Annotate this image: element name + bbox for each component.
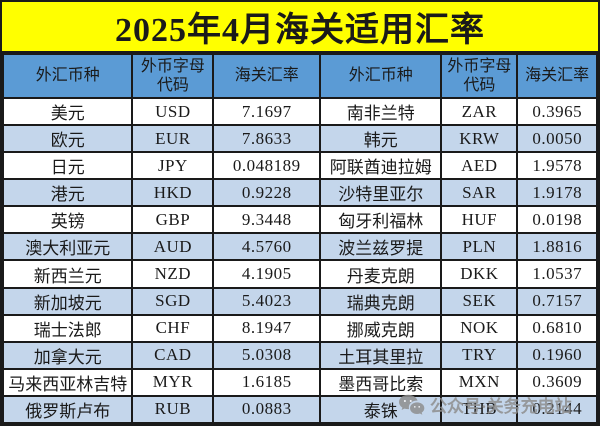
rate-cell: 7.1697: [212, 96, 322, 127]
rate-cell: 7.8633: [212, 124, 322, 154]
currency-cell: 新西兰元: [2, 259, 134, 289]
code-cell: EUR: [131, 124, 215, 154]
exchange-rate-table: 外汇币种 外币字母代码 海关汇率 外汇币种 外币字母代码 海关汇率 美元 USD 7…: [2, 53, 598, 424]
table-row: 加拿大元 CAD 5.0308 土耳其里拉 TRY 0.1960: [2, 340, 598, 370]
code-cell: DKK: [440, 259, 519, 289]
code-cell: SEK: [440, 286, 519, 316]
code-cell: SGD: [131, 286, 215, 316]
currency-cell: 欧元: [2, 124, 134, 154]
currency-cell: 挪威克朗: [319, 313, 443, 343]
col-header-rate-right: 海关汇率: [516, 53, 598, 99]
currency-cell: 南非兰特: [319, 96, 443, 127]
rate-cell: 0.3609: [516, 367, 598, 397]
rate-cell: 1.8816: [516, 232, 598, 262]
code-cell: HKD: [131, 178, 215, 208]
currency-cell: 港元: [2, 178, 134, 208]
code-cell: AED: [440, 151, 519, 181]
currency-cell: 匈牙利福林: [319, 205, 443, 235]
table-row: 欧元 EUR 7.8633 韩元 KRW 0.0050: [2, 124, 598, 154]
table-row: 俄罗斯卢布 RUB 0.0883 泰铢 THB 0.2144: [2, 394, 598, 424]
code-cell: MYR: [131, 367, 215, 397]
code-cell: CHF: [131, 313, 215, 343]
page-title: 2025年4月海关适用汇率: [2, 2, 598, 53]
rate-cell: 0.3965: [516, 96, 598, 127]
rate-cell: 4.5760: [212, 232, 322, 262]
code-cell: JPY: [131, 151, 215, 181]
table-row: 新加坡元 SGD 5.4023 瑞典克朗 SEK 0.7157: [2, 286, 598, 316]
code-cell: CAD: [131, 340, 215, 370]
col-header-currency-left: 外汇币种: [2, 53, 134, 99]
currency-cell: 瑞士法郎: [2, 313, 134, 343]
table-row: 新西兰元 NZD 4.1905 丹麦克朗 DKK 1.0537: [2, 259, 598, 289]
rate-cell: 8.1947: [212, 313, 322, 343]
currency-cell: 泰铢: [319, 394, 443, 424]
rate-cell: 4.1905: [212, 259, 322, 289]
code-cell: NOK: [440, 313, 519, 343]
rate-cell: 5.4023: [212, 286, 322, 316]
code-cell: GBP: [131, 205, 215, 235]
currency-cell: 日元: [2, 151, 134, 181]
col-header-code-right: 外币字母代码: [440, 53, 519, 99]
currency-cell: 美元: [2, 96, 134, 127]
code-cell: HUF: [440, 205, 519, 235]
table-row: 日元 JPY 0.048189 阿联酋迪拉姆 AED 1.9578: [2, 151, 598, 181]
currency-cell: 澳大利亚元: [2, 232, 134, 262]
code-cell: RUB: [131, 394, 215, 424]
currency-cell: 墨西哥比索: [319, 367, 443, 397]
currency-cell: 土耳其里拉: [319, 340, 443, 370]
code-cell: SAR: [440, 178, 519, 208]
rate-cell: 0.2144: [516, 394, 598, 424]
table-row: 澳大利亚元 AUD 4.5760 波兰兹罗提 PLN 1.8816: [2, 232, 598, 262]
rate-cell: 0.1960: [516, 340, 598, 370]
rate-cell: 0.0198: [516, 205, 598, 235]
code-cell: ZAR: [440, 96, 519, 127]
code-cell: THB: [440, 394, 519, 424]
col-header-rate-left: 海关汇率: [212, 53, 322, 99]
rate-cell: 1.6185: [212, 367, 322, 397]
code-cell: USD: [131, 96, 215, 127]
rate-cell: 0.0883: [212, 394, 322, 424]
rate-cell: 0.0050: [516, 124, 598, 154]
code-cell: TRY: [440, 340, 519, 370]
code-cell: PLN: [440, 232, 519, 262]
col-header-code-left: 外币字母代码: [131, 53, 215, 99]
rate-cell: 1.9578: [516, 151, 598, 181]
currency-cell: 丹麦克朗: [319, 259, 443, 289]
table-row: 港元 HKD 0.9228 沙特里亚尔 SAR 1.9178: [2, 178, 598, 208]
rate-cell: 1.9178: [516, 178, 598, 208]
currency-cell: 韩元: [319, 124, 443, 154]
currency-cell: 波兰兹罗提: [319, 232, 443, 262]
rate-cell: 0.6810: [516, 313, 598, 343]
currency-cell: 沙特里亚尔: [319, 178, 443, 208]
currency-cell: 马来西亚林吉特: [2, 367, 134, 397]
rate-cell: 1.0537: [516, 259, 598, 289]
currency-cell: 俄罗斯卢布: [2, 394, 134, 424]
rate-cell: 0.9228: [212, 178, 322, 208]
rate-cell: 5.0308: [212, 340, 322, 370]
table-row: 马来西亚林吉特 MYR 1.6185 墨西哥比索 MXN 0.3609: [2, 367, 598, 397]
currency-cell: 新加坡元: [2, 286, 134, 316]
code-cell: AUD: [131, 232, 215, 262]
table-row: 瑞士法郎 CHF 8.1947 挪威克朗 NOK 0.6810: [2, 313, 598, 343]
currency-cell: 瑞典克朗: [319, 286, 443, 316]
currency-cell: 阿联酋迪拉姆: [319, 151, 443, 181]
currency-cell: 加拿大元: [2, 340, 134, 370]
currency-cell: 英镑: [2, 205, 134, 235]
rate-cell: 9.3448: [212, 205, 322, 235]
code-cell: MXN: [440, 367, 519, 397]
rate-cell: 0.048189: [212, 151, 322, 181]
code-cell: KRW: [440, 124, 519, 154]
col-header-currency-right: 外汇币种: [319, 53, 443, 99]
table-row: 美元 USD 7.1697 南非兰特 ZAR 0.3965: [2, 96, 598, 127]
code-cell: NZD: [131, 259, 215, 289]
rate-cell: 0.7157: [516, 286, 598, 316]
table-row: 英镑 GBP 9.3448 匈牙利福林 HUF 0.0198: [2, 205, 598, 235]
header-row: 外汇币种 外币字母代码 海关汇率 外汇币种 外币字母代码 海关汇率: [2, 53, 598, 99]
